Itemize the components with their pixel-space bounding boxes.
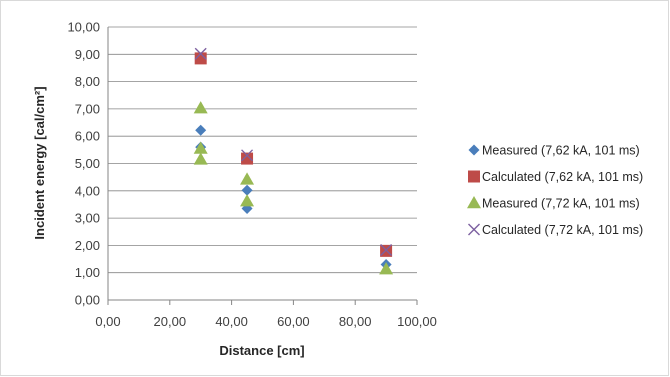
y-tick-label: 3,00: [75, 211, 100, 226]
y-tick-label: 7,00: [75, 101, 100, 116]
legend-label: Calculated (7,62 kA, 101 ms): [482, 170, 643, 184]
y-tick-label: 0,00: [75, 293, 100, 308]
data-point: [240, 172, 255, 185]
x-stroke: [380, 244, 393, 257]
y-axis-title: Incident energy [cal/cm²]: [32, 86, 47, 239]
x-tick-label: 20,00: [154, 314, 187, 329]
legend: Measured (7,62 kA, 101 ms) Calculated (7,…: [467, 144, 643, 237]
x-stroke: [468, 223, 480, 236]
legend-item: Measured (7,72 kA, 101 ms): [467, 196, 640, 211]
x-tick-label: 40,00: [215, 314, 248, 329]
data-point: [241, 152, 254, 165]
x-tick-label: 80,00: [339, 314, 372, 329]
x-stroke: [194, 47, 207, 60]
series-1: [195, 124, 392, 271]
x-tick-label: 0,00: [95, 314, 120, 329]
y-tick-label: 8,00: [75, 74, 100, 89]
data-point: [380, 244, 393, 257]
legend-label: Measured (7,72 kA, 101 ms): [482, 197, 640, 211]
legend-marker: [468, 223, 480, 236]
y-tick-labels: 0,00 1,00 2,00 3,00 4,00 5,00 6,00 7,00 8,00 9,00…: [67, 20, 100, 308]
x-stroke: [241, 149, 254, 162]
data-point: [241, 184, 253, 196]
data-point: [194, 47, 207, 60]
y-tick-label: 5,00: [75, 156, 100, 171]
data-points: [193, 47, 394, 275]
data-point: [379, 262, 394, 275]
data-point: [194, 52, 207, 65]
y-tick-label: 4,00: [75, 183, 100, 198]
y-tick-label: 9,00: [75, 47, 100, 62]
gridlines: [108, 26, 417, 274]
y-tick-label: 10,00: [67, 20, 100, 35]
data-point: [193, 152, 208, 165]
series-3: [193, 101, 394, 275]
axes: [107, 27, 418, 305]
data-point: [193, 141, 208, 154]
x-axis-title: Distance [cm]: [219, 343, 304, 358]
y-tick-label: 2,00: [75, 238, 100, 253]
y-tick-label: 6,00: [75, 129, 100, 144]
data-point: [240, 194, 255, 207]
series-4: [194, 47, 393, 257]
y-tick-label: 1,00: [75, 265, 100, 280]
data-point: [241, 149, 254, 162]
data-point: [195, 124, 207, 136]
x-tick-label: 100,00: [397, 314, 437, 329]
legend-item: Measured (7,62 kA, 101 ms): [468, 144, 640, 158]
legend-label: Measured (7,62 kA, 101 ms): [482, 144, 640, 158]
series-2: [194, 52, 393, 257]
x-tick-label: 60,00: [277, 314, 310, 329]
legend-item: Calculated (7,72 kA, 101 ms): [468, 223, 643, 237]
x-tick-labels: 0,00 20,00 40,00 60,00 80,00 100,00: [95, 314, 437, 329]
legend-label: Calculated (7,72 kA, 101 ms): [482, 223, 643, 237]
data-point: [193, 101, 208, 114]
legend-item: Calculated (7,62 kA, 101 ms): [468, 170, 643, 184]
legend-marker: [467, 196, 481, 209]
legend-marker: [468, 144, 480, 156]
legend-marker: [468, 170, 480, 183]
